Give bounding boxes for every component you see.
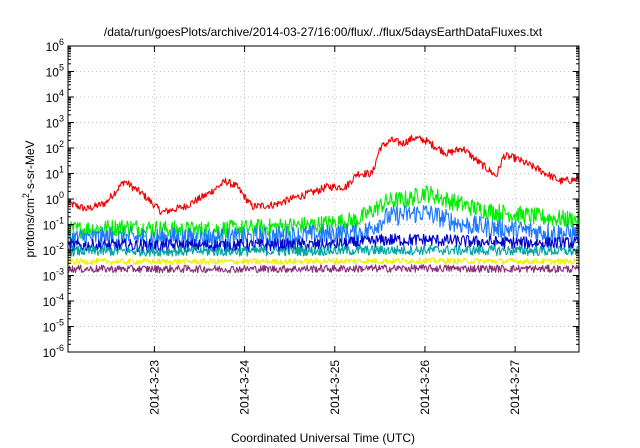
y-tick-base: 10: [43, 244, 57, 258]
y-tick-exp: 6: [59, 37, 64, 47]
y-tick-base: 10: [46, 117, 60, 131]
y-tick-label: 102: [46, 139, 64, 156]
y-tick-label: 10-4: [43, 292, 64, 309]
y-tick-base: 10: [46, 142, 60, 156]
x-tick-label: 2014-3-27: [508, 360, 522, 415]
y-tick-label: 104: [46, 88, 64, 105]
y-tick-base: 10: [43, 346, 57, 360]
chart-title: /data/run/goesPlots/archive/2014-03-27/1…: [104, 25, 543, 39]
y-tick-exp: 4: [59, 88, 64, 98]
y-axis-label-main: protons/cm: [23, 198, 37, 257]
y-tick-label: 10-1: [43, 216, 64, 233]
series-line-4: [67, 244, 580, 257]
y-axis-label-sup: 2: [21, 193, 31, 198]
y-tick-base: 10: [43, 321, 57, 335]
y-tick-base: 10: [46, 66, 60, 80]
series-line-6: [67, 264, 580, 274]
y-tick-base: 10: [46, 40, 60, 54]
y-tick-exp: 2: [59, 139, 64, 149]
y-tick-label: 100: [46, 190, 64, 207]
y-tick-exp: 0: [59, 190, 64, 200]
y-tick-exp: -2: [56, 241, 64, 251]
y-tick-exp: 5: [59, 63, 64, 73]
y-tick-label: 105: [46, 63, 64, 80]
x-tick-label: 2014-3-26: [418, 360, 432, 415]
y-tick-base: 10: [43, 270, 57, 284]
y-axis-label: protons/cm2-s-sr-MeV: [21, 140, 37, 257]
y-tick-exp: -3: [56, 267, 64, 277]
y-tick-exp: -5: [56, 318, 64, 328]
y-tick-exp: -1: [56, 216, 64, 226]
y-tick-base: 10: [46, 193, 60, 207]
y-tick-label: 101: [46, 165, 64, 182]
y-tick-exp: -4: [56, 292, 64, 302]
y-axis-label-rest: -s-sr-MeV: [23, 140, 37, 193]
series-layer: [67, 134, 580, 274]
series-line-0: [67, 134, 580, 216]
axis-ticks: 10-610-510-410-310-210-11001011021031041…: [43, 37, 579, 415]
y-tick-label: 10-5: [43, 318, 64, 335]
y-tick-base: 10: [46, 168, 60, 182]
y-tick-base: 10: [46, 91, 60, 105]
series-line-5: [67, 257, 580, 266]
y-tick-label: 103: [46, 114, 64, 131]
x-axis-label: Coordinated Universal Time (UTC): [231, 431, 415, 445]
y-tick-label: 10-3: [43, 267, 64, 284]
y-tick-label: 106: [46, 37, 64, 54]
y-tick-exp: -6: [56, 343, 64, 353]
x-tick-label: 2014-3-23: [147, 360, 161, 415]
y-tick-exp: 1: [59, 165, 64, 175]
y-tick-label: 10-6: [43, 343, 64, 360]
series-line-2: [67, 205, 580, 249]
y-tick-base: 10: [43, 295, 57, 309]
x-tick-label: 2014-3-25: [328, 360, 342, 415]
x-tick-label: 2014-3-24: [238, 360, 252, 415]
y-tick-exp: 3: [59, 114, 64, 124]
y-tick-base: 10: [43, 219, 57, 233]
y-tick-label: 10-2: [43, 241, 64, 258]
